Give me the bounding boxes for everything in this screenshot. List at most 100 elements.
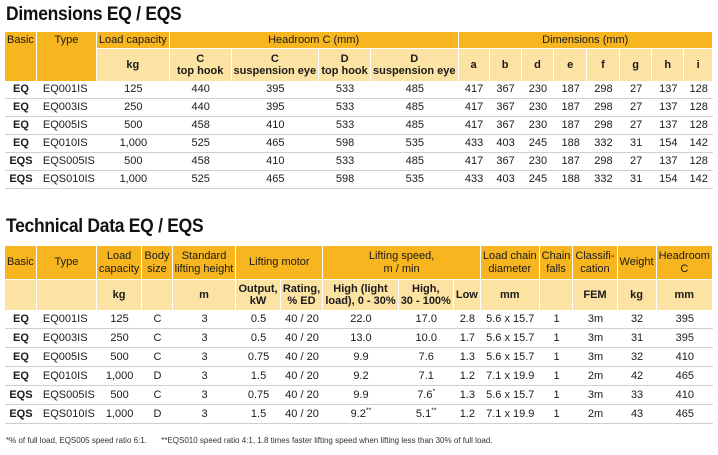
value-cell: 410 <box>231 153 320 171</box>
value-cell: 298 <box>587 81 620 99</box>
value-cell: 403 <box>489 171 522 189</box>
empty-cell <box>5 279 37 310</box>
type-cell: EQS005IS <box>36 386 97 405</box>
value-cell: 465 <box>656 367 713 386</box>
value-cell: 465 <box>656 405 713 424</box>
empty-cell <box>539 279 574 310</box>
value-cell: 40 / 20 <box>280 329 324 348</box>
technical-subheader-row: kg m Output, kW Rating,% ED High (light lo… <box>5 279 713 310</box>
cell-text: EQ <box>13 331 29 344</box>
value-cell: 128 <box>684 81 713 99</box>
type-cell: EQ010IS <box>36 367 97 386</box>
technical-data-table: Basic Type Load capacity Body size Standar… <box>5 246 713 424</box>
cell-text: 3m <box>587 388 604 401</box>
cell-text: EQS005IS <box>42 388 95 401</box>
value-cell: 500 <box>96 348 143 367</box>
col-output-kw: Output, kW <box>236 279 281 310</box>
value-cell: D <box>142 405 173 424</box>
cell-text: 3 <box>201 350 208 363</box>
cell-text: 1.2 <box>459 369 475 382</box>
basic-cell: EQS <box>5 171 37 189</box>
col-basic: Basic <box>5 32 37 81</box>
cell-text: 500 <box>110 388 129 401</box>
value-cell: 187 <box>554 81 588 99</box>
value-cell: 128 <box>684 153 713 171</box>
basic-cell: EQ <box>5 329 37 348</box>
cell-text: 0.5 <box>250 312 267 325</box>
value-cell: C <box>142 386 173 405</box>
cell-text: 9.9 <box>353 388 369 401</box>
value-cell: 13.0 <box>323 329 399 348</box>
basic-cell: EQ <box>5 117 37 135</box>
table-row: EQ EQ005IS 500 C 3 0.75 40 / 20 9.9 7.6 1.3 5.6 x … <box>5 348 713 367</box>
table-row: EQ EQ001IS 125 440 395 533 485 417 367 230 187 298 2… <box>5 81 713 99</box>
type-cell: EQ010IS <box>36 135 97 153</box>
value-cell: 250 <box>96 329 143 348</box>
value-cell: 22.0 <box>323 310 399 329</box>
value-cell: 535 <box>370 171 459 189</box>
value-cell: 1.2 <box>453 367 481 386</box>
value-cell: 1 <box>539 348 574 367</box>
unit-m: m <box>172 279 237 310</box>
value-cell: 395 <box>231 81 320 99</box>
col-h: h <box>652 48 685 81</box>
value-cell: 465 <box>231 171 320 189</box>
table-row: EQ EQ010IS 1,000 525 465 598 535 433 403 245 188 33… <box>5 135 713 153</box>
cell-text: 1.5 <box>250 407 267 420</box>
basic-cell: EQ <box>5 348 37 367</box>
value-cell: 433 <box>458 135 490 153</box>
cell-text: 1.5 <box>250 369 267 382</box>
col-dimensions: Dimensions (mm) <box>458 32 713 48</box>
value-cell: 500 <box>96 117 170 135</box>
table-row: EQS EQS005IS 500 C 3 0.75 40 / 20 9.9 7.6* 1.3 5.6… <box>5 386 713 405</box>
cell-text: 40 / 20 <box>285 350 319 363</box>
col-headroom: Headroom C <box>656 246 713 279</box>
value-cell: D <box>142 367 173 386</box>
value-cell: 9.9 <box>323 386 399 405</box>
table-row: EQ EQ003IS 250 440 395 533 485 417 367 230 187 298 2… <box>5 99 713 117</box>
type-cell: EQ003IS <box>36 329 97 348</box>
cell-text: 2m <box>587 369 604 382</box>
unit-headroom-mm: mm <box>656 279 713 310</box>
empty-cell <box>142 279 173 310</box>
value-cell: 525 <box>169 171 232 189</box>
value-cell: 1,000 <box>96 405 143 424</box>
value-cell: 40 / 20 <box>280 367 324 386</box>
value-cell: 3 <box>172 367 237 386</box>
cell-text: 395 <box>675 312 694 325</box>
value-cell: 440 <box>169 81 232 99</box>
unit-kg: kg <box>96 48 170 81</box>
cell-text: 9.2 <box>350 407 366 420</box>
value-cell: 9.2** <box>323 405 399 424</box>
value-cell: 395 <box>231 99 320 117</box>
cell-text: 43 <box>630 407 644 420</box>
value-cell: 533 <box>319 99 371 117</box>
unit-fem: FEM <box>573 279 618 310</box>
cell-text: 10.0 <box>415 331 437 344</box>
value-cell: 128 <box>684 117 713 135</box>
value-cell: 5.6 x 15.7 <box>480 386 540 405</box>
col-i: i <box>684 48 713 81</box>
footnotes: *% of full load, EQS005 speed ratio 6:1.… <box>6 436 505 445</box>
cell-text: 3 <box>201 369 208 382</box>
cell-text: 32 <box>630 350 644 363</box>
value-cell: 154 <box>652 171 685 189</box>
value-cell: 250 <box>96 99 170 117</box>
type-cell: EQS010IS <box>36 405 97 424</box>
value-cell: 187 <box>554 153 588 171</box>
cell-text: 3 <box>201 388 208 401</box>
value-cell: 1.5 <box>236 367 281 386</box>
basic-cell: EQS <box>5 153 37 171</box>
value-cell: 137 <box>652 99 685 117</box>
footnote-marker: ** <box>431 407 437 415</box>
cell-text: 3 <box>201 331 208 344</box>
value-cell: 500 <box>96 153 170 171</box>
value-cell: 533 <box>319 81 371 99</box>
cell-text: 1 <box>553 350 560 363</box>
col-a: a <box>458 48 490 81</box>
col-classification: Classifi-cation <box>573 246 618 279</box>
col-basic: Basic <box>5 246 37 279</box>
col-g: g <box>619 48 653 81</box>
value-cell: 27 <box>619 153 653 171</box>
